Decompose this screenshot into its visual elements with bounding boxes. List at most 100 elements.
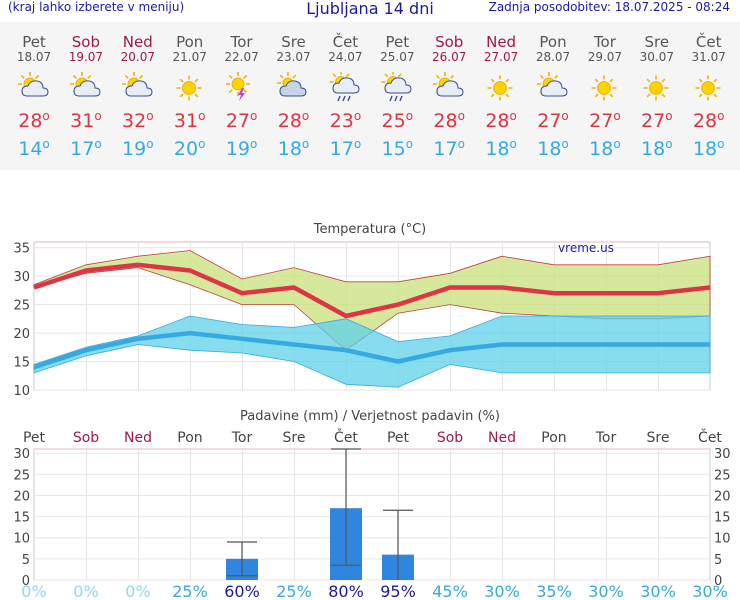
precip-probability: 30% xyxy=(484,582,520,600)
precip-probability: 30% xyxy=(692,582,728,600)
min-temp: 20o xyxy=(173,137,206,160)
max-temp: 28o xyxy=(18,109,50,132)
max-temp: 27o xyxy=(537,109,569,132)
precip-y-tick-right: 5 xyxy=(714,553,722,568)
max-temp: 28o xyxy=(692,109,725,132)
precip-y-tick-right: 15 xyxy=(714,511,731,526)
forecast-strip: Pet 18.07 28o 14o Sob 19.07 31o 17o Ned 20.07 32o 1… xyxy=(0,22,740,170)
max-temp: 28o xyxy=(433,109,465,132)
sun-rain-icon xyxy=(319,70,371,106)
day-date: 27.07 xyxy=(483,50,519,64)
min-temp: 18o xyxy=(641,137,673,160)
day-column: Ned 20.07 32o 19o xyxy=(112,22,164,162)
precip-day-label: Sre xyxy=(647,430,670,446)
precip-y-tick-right: 0 xyxy=(714,574,722,589)
min-temp: 15o xyxy=(381,137,414,160)
min-temp-line xyxy=(33,330,710,370)
precip-day-label: Čet xyxy=(334,428,358,446)
day-name: Tor xyxy=(593,33,616,51)
day-name: Ned xyxy=(122,33,153,51)
max-temp: 25o xyxy=(381,109,414,132)
last-updated: Zadnja posodobitev: 18.07.2025 - 08:24 xyxy=(488,0,730,14)
temp-y-tick: 35 xyxy=(13,242,30,257)
sun-icon xyxy=(631,70,683,106)
sun-cloud-icon xyxy=(8,70,60,106)
sun-cloud-icon xyxy=(423,70,475,106)
precip-day-label: Pon xyxy=(177,430,202,446)
sun-icon xyxy=(683,70,735,106)
day-column: Pet 25.07 25o 15o xyxy=(371,22,423,162)
day-column: Ned 27.07 28o 18o xyxy=(475,22,527,162)
day-name: Sre xyxy=(644,33,670,51)
sun-thunder-icon xyxy=(216,70,268,106)
max-temp: 28o xyxy=(485,109,517,132)
max-temp: 31o xyxy=(173,109,206,132)
day-date: 18.07 xyxy=(16,50,52,64)
precip-day-label: Pet xyxy=(387,430,410,446)
precip-y-tick-right: 25 xyxy=(714,468,731,483)
temp-y-tick: 10 xyxy=(13,384,30,399)
precip-probability: 0% xyxy=(73,582,98,600)
max-temp: 32o xyxy=(122,109,154,132)
day-date: 29.07 xyxy=(587,50,623,64)
sun-cloud-icon xyxy=(527,70,579,106)
min-temp: 14o xyxy=(18,137,50,160)
day-date: 28.07 xyxy=(535,50,571,64)
day-name: Pon xyxy=(539,33,567,51)
day-date: 22.07 xyxy=(224,50,259,64)
day-name: Pon xyxy=(176,33,204,51)
day-column: Sre 30.07 27o 18o xyxy=(631,22,683,162)
precip-y-tick-left: 20 xyxy=(13,489,30,504)
max-temp: 27o xyxy=(641,109,673,132)
day-column: Pet 18.07 28o 14o xyxy=(8,22,60,162)
precip-day-label: Tor xyxy=(595,430,617,446)
precip-y-tick-left: 30 xyxy=(13,447,30,462)
precip-day-label: Ned xyxy=(488,430,516,446)
precip-y-tick-left: 15 xyxy=(13,511,30,526)
min-temp: 18o xyxy=(485,137,517,160)
precip-day-label: Sob xyxy=(437,430,463,446)
day-date: 25.07 xyxy=(380,50,415,64)
day-name: Sre xyxy=(281,33,306,51)
day-column: Tor 29.07 27o 18o xyxy=(579,22,631,162)
precip-y-tick-right: 10 xyxy=(714,532,731,547)
day-column: Pon 21.07 31o 20o xyxy=(164,22,216,162)
max-temp: 23o xyxy=(329,109,362,132)
min-temp: 18o xyxy=(537,137,569,160)
day-date: 26.07 xyxy=(432,50,467,64)
sun-icon xyxy=(475,70,527,106)
day-column: Sob 19.07 31o 17o xyxy=(60,22,112,162)
day-name: Pet xyxy=(385,33,410,51)
day-date: 30.07 xyxy=(639,50,674,64)
temp-y-tick: 15 xyxy=(13,356,30,371)
day-date: 23.07 xyxy=(276,50,311,64)
precip-probability: 25% xyxy=(276,582,312,600)
watermark-label: vreme.us xyxy=(558,241,614,255)
min-temp: 18o xyxy=(692,137,725,160)
precip-probability: 45% xyxy=(432,582,468,600)
precip-probability: 0% xyxy=(21,582,46,600)
day-name: Sob xyxy=(435,33,464,51)
max-temp: 31o xyxy=(70,109,102,132)
max-temp-line xyxy=(33,262,711,319)
min-temp: 17o xyxy=(329,137,362,160)
precip-day-label: Čet xyxy=(698,428,722,446)
min-temp: 18o xyxy=(589,137,621,160)
day-name: Ned xyxy=(486,33,517,51)
min-temp: 19o xyxy=(225,137,258,160)
precip-day-label: Pet xyxy=(23,430,46,446)
day-name: Tor xyxy=(230,33,253,51)
header-menu-hint[interactable]: (kraj lahko izberete v meniju) xyxy=(8,0,185,14)
temp-chart-title: Temperatura (°C) xyxy=(313,222,426,237)
sun-cloud-icon xyxy=(112,70,164,106)
precip-y-tick-right: 20 xyxy=(714,489,731,504)
precip-probability: 30% xyxy=(588,582,624,600)
precip-day-label: Sob xyxy=(73,430,99,446)
max-temp: 27o xyxy=(589,109,621,132)
day-name: Sob xyxy=(71,33,100,51)
day-column: Čet 31.07 28o 18o xyxy=(683,22,735,162)
precip-y-tick-left: 25 xyxy=(13,468,30,483)
max-temp: 27o xyxy=(225,109,258,132)
precip-y-tick-left: 5 xyxy=(22,553,30,568)
